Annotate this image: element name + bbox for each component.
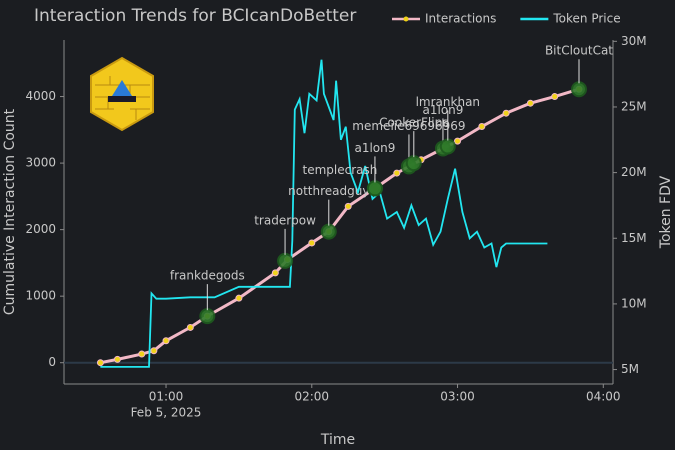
- point: [150, 347, 158, 355]
- point: [454, 137, 462, 145]
- y2-tick-label: 20M: [621, 165, 647, 179]
- point: [162, 337, 170, 345]
- y-tick-label: 3000: [25, 156, 56, 170]
- annotation-marker: [405, 155, 422, 172]
- annotation-marker: [570, 81, 587, 98]
- annotation-label: a1lon9: [354, 141, 395, 155]
- annotation-label: notthreadguy: [288, 184, 369, 198]
- y-tick-label: 2000: [25, 222, 56, 236]
- legend-marker: [403, 16, 409, 22]
- legend-label: Token Price: [552, 12, 620, 26]
- y-tick-label: 4000: [25, 89, 56, 103]
- annotation-label: memeiie69696969: [352, 119, 465, 133]
- point: [271, 269, 279, 277]
- y2-tick-label: 15M: [621, 231, 647, 245]
- annotation-marker: [439, 138, 456, 155]
- point: [551, 93, 559, 101]
- chart-title: Interaction Trends for BCIcanDoBetter: [34, 6, 356, 26]
- y-tick-label: 1000: [25, 289, 56, 303]
- point: [344, 202, 352, 210]
- annotation-marker: [277, 252, 294, 269]
- point: [96, 359, 104, 367]
- x-axis-label: Time: [320, 432, 355, 448]
- series-line: [100, 59, 548, 368]
- annotation-marker: [199, 308, 216, 325]
- point: [308, 239, 316, 247]
- x-tick-label: 02:00: [294, 390, 329, 404]
- point: [478, 122, 486, 130]
- x-date-label: Feb 5, 2025: [131, 406, 202, 420]
- annotation-label: traderpow: [254, 213, 316, 227]
- annotation-label: BitCloutCat: [545, 44, 613, 58]
- annotation-label: templecrash: [303, 163, 378, 177]
- annotation-label: a1lon9: [423, 103, 464, 117]
- point: [138, 350, 146, 358]
- logo: [90, 56, 154, 132]
- x-tick-label: 03:00: [440, 390, 475, 404]
- y-tick-label: 0: [48, 355, 56, 369]
- x-tick-label: 01:00: [149, 390, 184, 404]
- point: [526, 99, 534, 107]
- legend-label: Interactions: [425, 12, 496, 26]
- point: [186, 323, 194, 331]
- y2-tick-label: 25M: [621, 99, 647, 113]
- x-tick-label: 04:00: [586, 390, 621, 404]
- y2-tick-label: 30M: [621, 34, 647, 48]
- annotation-marker: [366, 180, 383, 197]
- y2-axis-label: Token FDV: [658, 175, 674, 249]
- point: [393, 169, 401, 177]
- annotation-label: lmrankhan: [416, 95, 480, 109]
- point: [113, 355, 121, 363]
- point: [235, 294, 243, 302]
- point: [502, 109, 510, 117]
- y-axis-label: Cumulative Interaction Count: [2, 108, 18, 315]
- y2-tick-label: 5M: [621, 362, 639, 376]
- annotation-marker: [320, 223, 337, 240]
- y2-tick-label: 10M: [621, 296, 647, 310]
- annotation-label: CookerFlips: [379, 116, 448, 130]
- annotation-label: frankdegods: [170, 269, 245, 283]
